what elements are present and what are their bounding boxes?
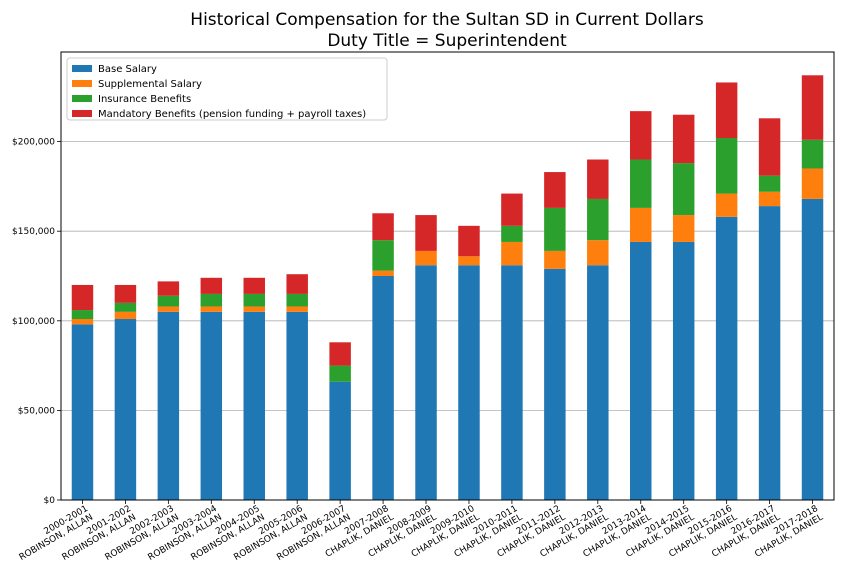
- bar-segment: [372, 270, 394, 276]
- bar-segment: [200, 311, 223, 500]
- chart-title: Historical Compensation for the Sultan S…: [190, 10, 704, 30]
- bar-segment: [587, 265, 609, 500]
- bar-segment: [200, 277, 223, 294]
- bar-segment: [157, 281, 180, 296]
- bar-segment: [243, 277, 265, 294]
- bar-segment: [544, 268, 566, 500]
- bar-segment: [801, 75, 824, 140]
- bar-segment: [672, 241, 695, 500]
- bar-segment: [157, 306, 180, 312]
- chart-subtitle: Duty Title = Superintendent: [327, 31, 567, 51]
- y-tick-label: $50,000: [18, 406, 55, 416]
- bar-segment: [243, 306, 265, 312]
- bar-segment: [329, 365, 351, 382]
- bar-segment: [458, 265, 480, 500]
- bar-segment: [801, 198, 824, 500]
- bar-segment: [501, 241, 523, 266]
- bar-segment: [630, 159, 652, 208]
- bar-segment: [372, 213, 394, 241]
- legend-swatch: [72, 95, 92, 102]
- bar-segment: [458, 225, 480, 257]
- bar-segment: [286, 311, 308, 500]
- bar-segment: [114, 302, 137, 312]
- y-axis: $0 $50,000 $100,000 $150,000 $200,000: [12, 138, 61, 506]
- bar-segment: [501, 265, 523, 500]
- legend-box: [66, 57, 388, 121]
- bar-segment: [415, 250, 437, 266]
- bar-segment: [243, 311, 265, 500]
- legend: Base Salary Supplemental Salary Insurance …: [66, 57, 388, 121]
- bar-segment: [715, 193, 738, 217]
- legend-swatch: [72, 110, 92, 117]
- bar-segment: [286, 306, 308, 312]
- legend-label: Supplemental Salary: [98, 79, 202, 90]
- legend-label: Insurance Benefits: [98, 94, 191, 105]
- bars: [71, 75, 824, 500]
- bar-segment: [114, 311, 137, 320]
- plot-frame: [60, 51, 835, 501]
- legend-label: Mandatory Benefits (pension funding + pa…: [98, 109, 366, 120]
- bar-segment: [71, 319, 94, 325]
- bar-segment: [372, 276, 394, 500]
- bar-segment: [329, 342, 351, 366]
- bar-segment: [200, 293, 223, 307]
- y-tick-label: $150,000: [12, 227, 55, 237]
- bar-segment: [71, 284, 94, 311]
- y-tick-label: $200,000: [12, 138, 55, 148]
- bar-segment: [630, 241, 652, 500]
- bar-segment: [71, 310, 94, 320]
- bar-segment: [415, 265, 437, 500]
- bar-segment: [415, 215, 437, 251]
- bar-segment: [501, 193, 523, 226]
- bar-segment: [758, 175, 781, 192]
- bar-segment: [200, 306, 223, 312]
- bar-segment: [544, 172, 566, 208]
- bar-segment: [458, 256, 480, 266]
- bar-segment: [114, 319, 137, 500]
- bar-segment: [71, 324, 94, 500]
- bar-segment: [758, 118, 781, 176]
- bar-segment: [672, 114, 695, 164]
- y-tick-label: $100,000: [12, 317, 55, 327]
- bar-segment: [758, 206, 781, 500]
- bar-segment: [157, 295, 180, 307]
- x-axis: 2000-2001ROBINSON, ALLAN2001-2002ROBINSO…: [13, 500, 825, 563]
- bar-segment: [286, 293, 308, 307]
- bar-segment: [587, 198, 609, 241]
- bar-segment: [372, 240, 394, 271]
- bar-segment: [801, 139, 824, 169]
- bar-segment: [672, 215, 695, 242]
- bar-segment: [501, 225, 523, 242]
- x-tick-label: 2000-2001ROBINSON, ALLAN: [13, 504, 95, 563]
- legend-swatch: [72, 80, 92, 87]
- bar-segment: [587, 159, 609, 199]
- bar-segment: [286, 274, 308, 294]
- bar-segment: [801, 168, 824, 199]
- bar-segment: [630, 207, 652, 242]
- bar-segment: [114, 284, 137, 303]
- bar-segment: [630, 111, 652, 160]
- bar-segment: [715, 82, 738, 139]
- bar-segment: [715, 138, 738, 194]
- bar-segment: [544, 250, 566, 269]
- bar-segment: [715, 216, 738, 500]
- legend-label: Base Salary: [98, 64, 157, 75]
- bar-segment: [672, 163, 695, 216]
- legend-swatch: [72, 65, 92, 72]
- y-tick-label: $0: [44, 496, 56, 506]
- bar-segment: [758, 191, 781, 207]
- bar-segment: [544, 207, 566, 251]
- bar-segment: [157, 311, 180, 500]
- bar-segment: [329, 381, 351, 500]
- bar-segment: [243, 293, 265, 307]
- bar-segment: [587, 240, 609, 266]
